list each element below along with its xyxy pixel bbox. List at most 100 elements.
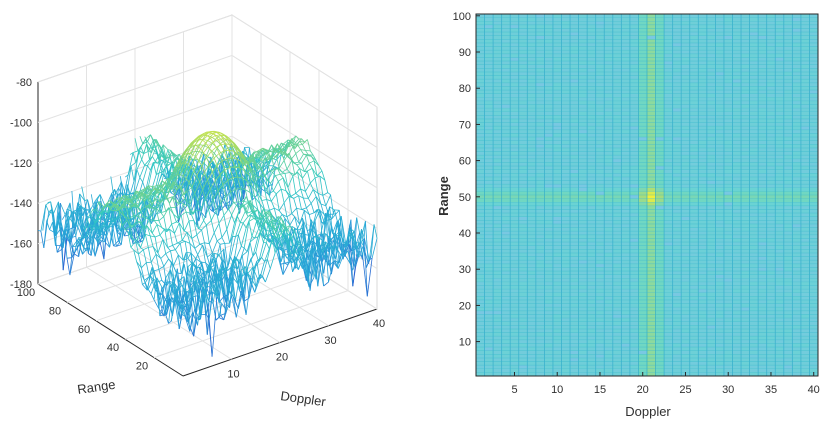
mesh-line [294,216,300,225]
heatmap-cell [476,173,485,177]
mesh-line [250,172,255,183]
heatmap-cell [476,104,485,109]
mesh-line [183,220,190,232]
heatmap-cell [527,46,536,51]
mesh-line [258,228,264,238]
mesh-line [178,280,183,286]
heatmap-cell [501,68,511,72]
heatmap-cell [544,325,553,329]
mesh-line [271,193,277,202]
mesh-line [67,215,72,238]
mesh-line [164,168,169,184]
heatmap-cell [518,252,528,257]
mesh-line [69,251,76,276]
heatmap-cell [493,187,502,192]
mesh-line [188,220,193,239]
mesh-line [94,205,101,235]
mesh-line [157,144,163,149]
mesh-line [184,198,189,207]
mesh-line [144,195,148,202]
mesh-line [309,160,315,164]
mesh-line [358,245,364,257]
mesh-line [139,165,145,178]
mesh-line [106,211,110,218]
heatmap-cell [510,184,519,188]
heatmap-cell [501,267,511,272]
heatmap-cell [476,357,485,362]
heatmap-cell [510,173,519,177]
mesh-line [135,202,139,217]
mesh-line [172,242,178,246]
heatmap-cell [501,100,511,105]
heatmap-cell [510,357,519,362]
mesh-line [222,184,227,197]
heatmap-cell [493,271,502,275]
mesh-line [240,152,244,159]
mesh-line [155,253,162,259]
heatmap-cell [518,195,528,199]
heatmap-cell [484,61,494,65]
mesh-line [262,259,268,277]
mesh-line [204,272,208,286]
heatmap-cell [510,53,519,58]
mesh-line [202,179,208,190]
mesh-line [306,228,313,248]
mesh-line [211,165,218,173]
mesh-line [95,201,100,211]
mesh-line [195,258,201,263]
heatmap-cell [493,108,502,112]
mesh-line [218,248,225,255]
mesh-line [262,147,268,151]
mesh-line [112,202,118,209]
heatmap-cell [518,35,528,40]
heatmap-cell [527,90,536,94]
mesh-line [291,226,295,229]
heatmap-cell [518,104,528,109]
mesh-line [129,218,134,222]
heatmap-cell [484,28,494,33]
mesh-line [197,271,203,279]
mesh-line [172,245,176,250]
mesh-line [224,268,229,297]
mesh-line [192,154,197,158]
heatmap-cell [544,281,553,286]
heatmap-cell [510,79,519,83]
mesh-line [186,291,191,332]
heatmap-cell [501,137,511,141]
heatmap-cell [510,281,519,286]
mesh-line [223,208,230,216]
mesh-line [223,150,228,159]
mesh-line [266,155,272,159]
mesh-line [228,208,232,216]
mesh-line [336,210,340,214]
heatmap-cell [510,122,519,127]
mesh-line [221,277,228,305]
heatmap-cell [501,147,511,152]
mesh-line [328,237,332,275]
heatmap-cell [484,50,494,54]
mesh-line [252,211,257,218]
mesh-line [315,196,322,205]
heatmap-cell [493,281,502,286]
mesh-line [286,249,291,263]
mesh-line [209,130,215,133]
mesh-line [284,172,290,174]
mesh-line [190,280,197,289]
heatmap-cell [484,347,494,351]
mesh-line [153,269,160,272]
heatmap-cell [518,242,528,246]
mesh-line [318,259,324,287]
heatmap-cell [476,321,485,326]
mesh-line [195,209,201,212]
heatmap-cell [484,21,494,25]
mesh-line [66,209,71,245]
mesh-line [280,173,286,175]
heatmap-cell [544,97,553,101]
mesh-line [176,302,181,306]
mesh-line [212,132,216,137]
mesh-line [340,235,345,247]
mesh-line [223,310,228,321]
mesh-line [212,132,218,134]
mesh-line [252,267,257,287]
mesh-line [297,217,303,229]
